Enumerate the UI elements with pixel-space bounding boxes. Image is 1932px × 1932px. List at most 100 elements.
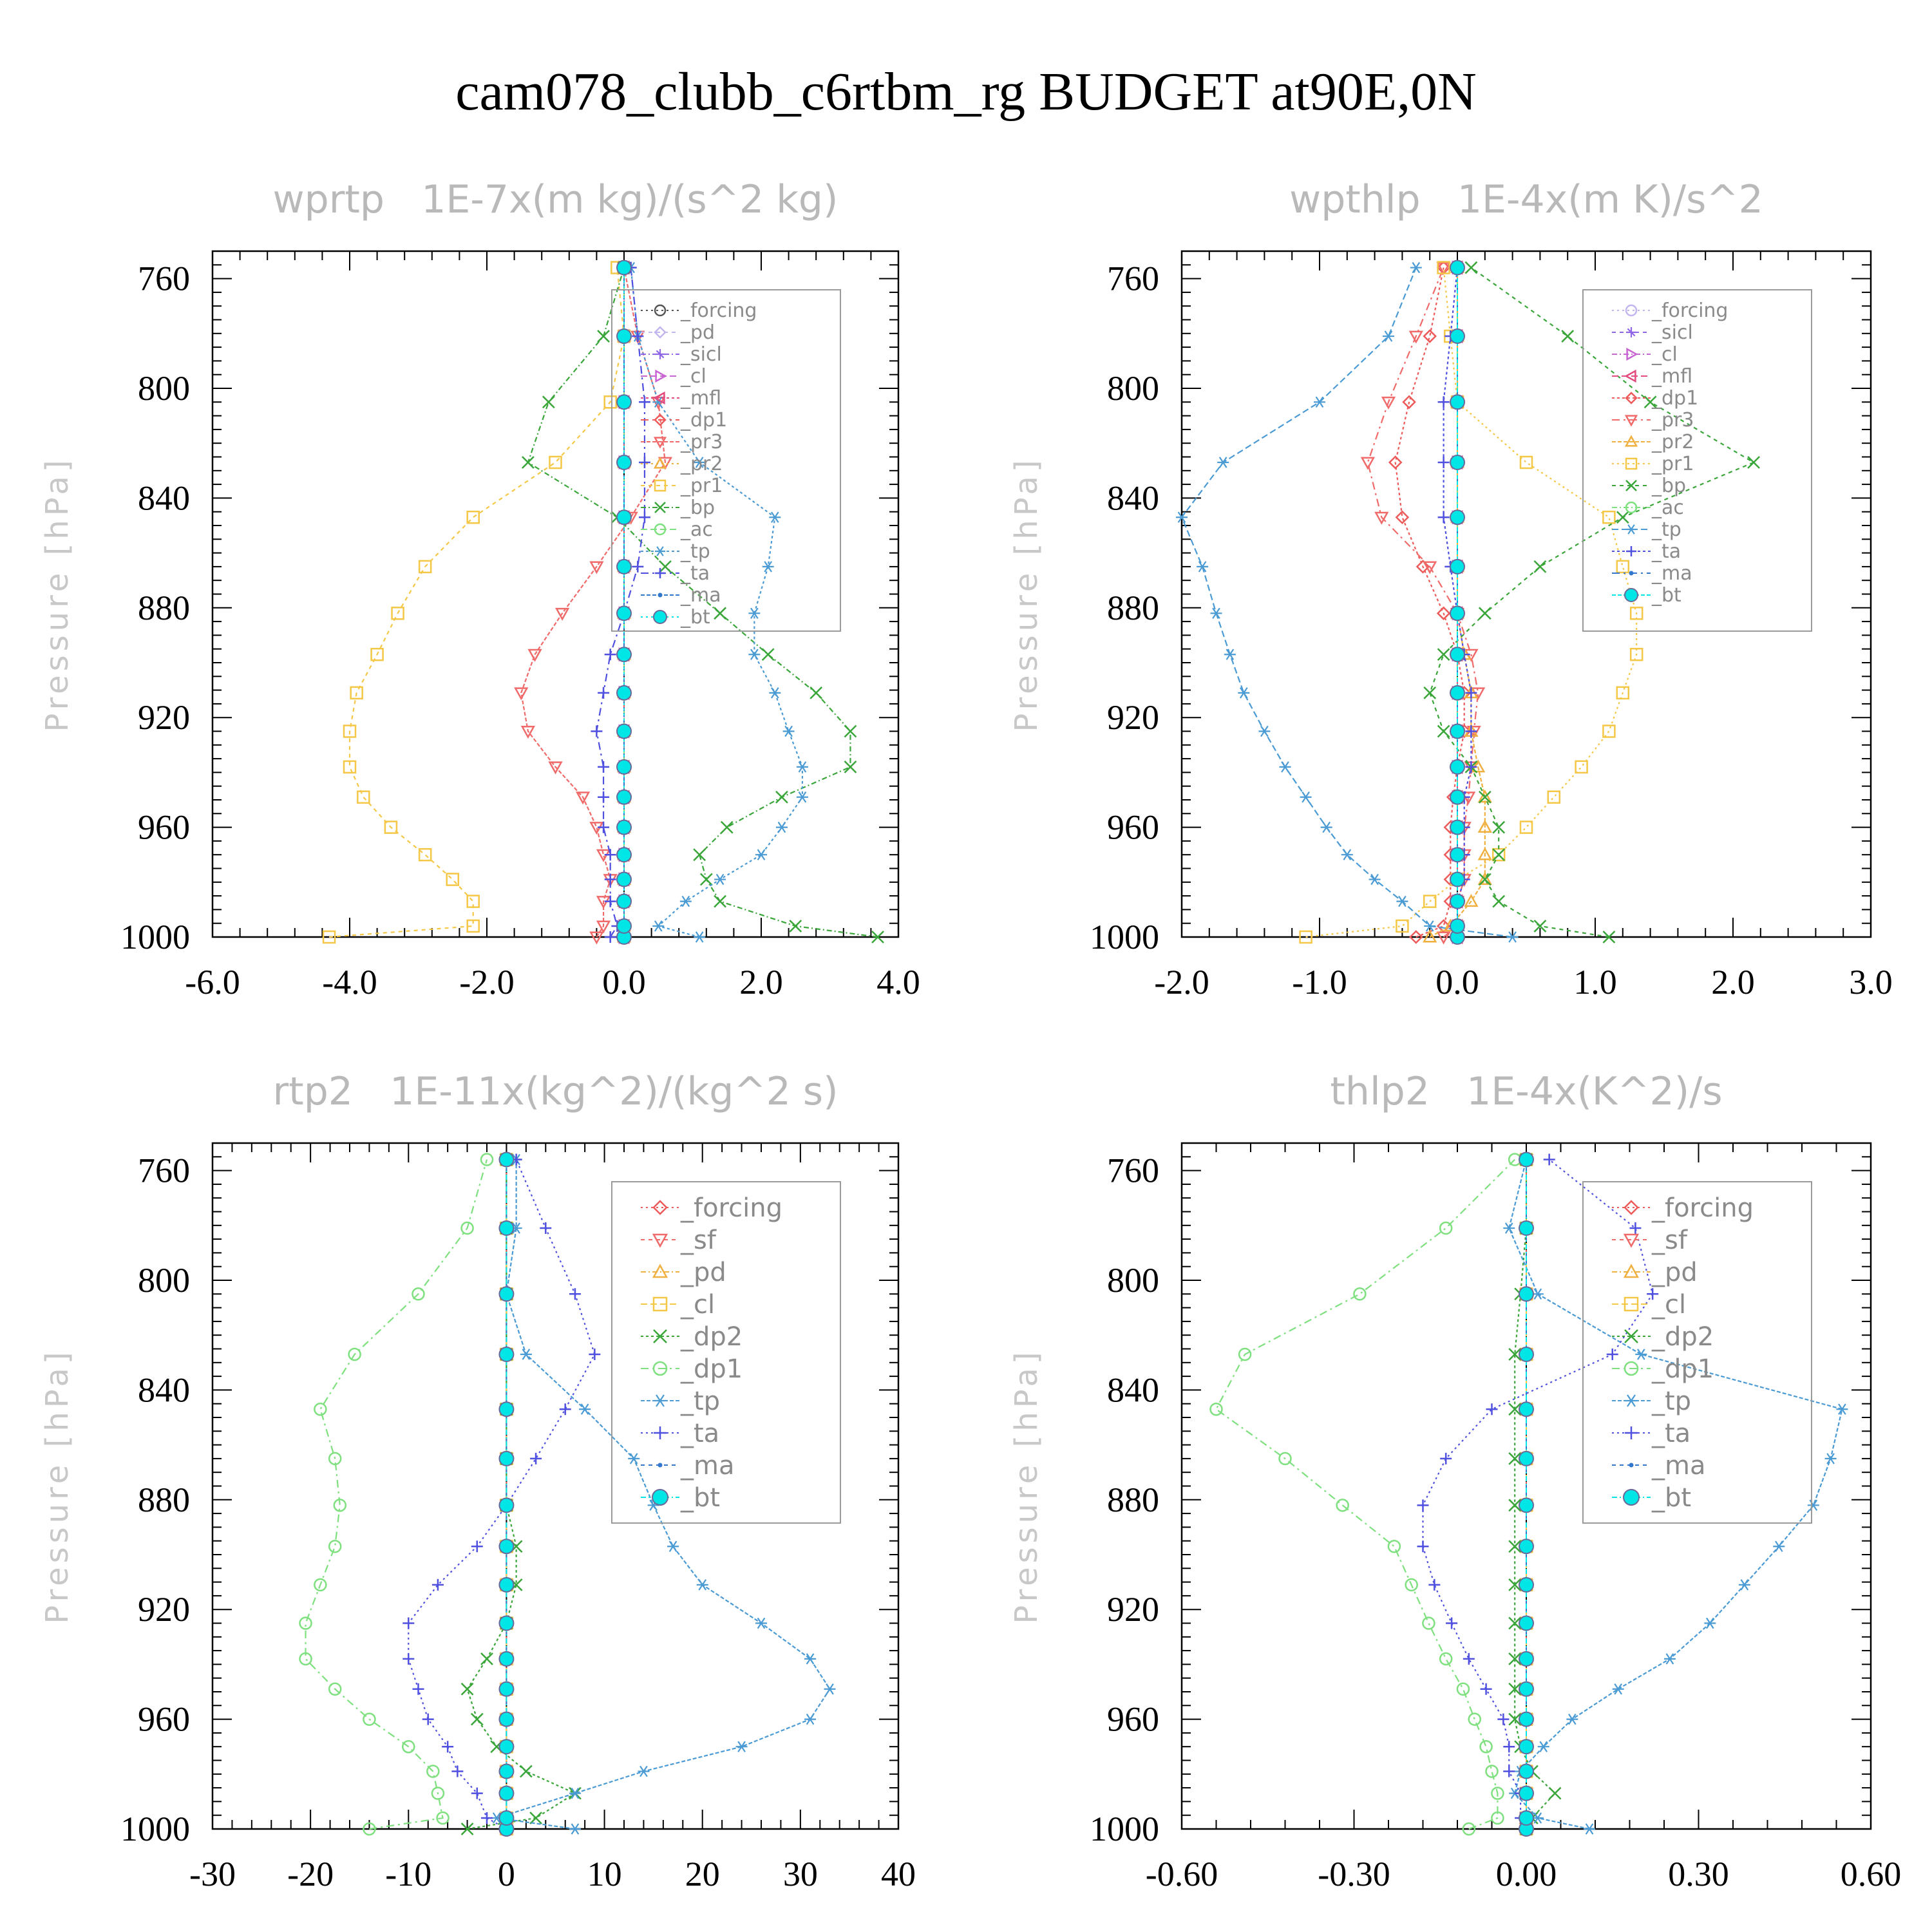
panel-3: rtp2 1E-11x(kg^2)/(kg^2 s) Pressure [hPa]… bbox=[39, 1069, 916, 1893]
data-point bbox=[1643, 395, 1657, 409]
data-point bbox=[653, 391, 665, 405]
series-bt bbox=[498, 1151, 515, 1837]
data-point bbox=[1519, 1651, 1534, 1667]
legend-item: _sicl bbox=[1612, 321, 1693, 344]
data-point bbox=[1519, 1681, 1534, 1697]
data-point bbox=[1624, 435, 1638, 447]
y-tick-label: 960 bbox=[138, 808, 190, 847]
legend: _forcing _sf _pd _cl_dp2_dp1 _tp _ta _ma_bt bbox=[1582, 1181, 1812, 1524]
legend-label: _forcing bbox=[1651, 299, 1728, 322]
x-tick-label: 0.30 bbox=[1668, 1855, 1729, 1893]
data-point bbox=[654, 304, 667, 317]
series-line bbox=[1305, 267, 1638, 938]
data-point bbox=[598, 761, 610, 773]
legend-label: _dp1 bbox=[680, 409, 727, 431]
data-point bbox=[1561, 330, 1575, 343]
y-tick-label: 840 bbox=[138, 478, 190, 517]
y-axis-label: Pressure [hPa] bbox=[39, 456, 75, 732]
legend-item: _pr2 bbox=[641, 453, 723, 475]
data-point bbox=[1396, 919, 1409, 933]
data-point bbox=[1463, 1653, 1475, 1665]
x-tick-label: 0.60 bbox=[1841, 1855, 1902, 1893]
data-point bbox=[498, 1785, 515, 1801]
data-point bbox=[1626, 347, 1638, 361]
series-bt bbox=[1519, 1151, 1534, 1837]
data-point bbox=[1396, 895, 1408, 907]
data-point bbox=[638, 396, 650, 408]
data-point bbox=[667, 1540, 679, 1552]
data-point bbox=[632, 560, 644, 573]
legend-label: _tp bbox=[680, 1387, 720, 1416]
legend-item: _tp bbox=[641, 1387, 720, 1416]
series-tp bbox=[491, 1153, 836, 1835]
data-point bbox=[655, 546, 665, 556]
legend-item: _forcing bbox=[641, 1193, 782, 1223]
data-point bbox=[1606, 1349, 1618, 1361]
data-point bbox=[1320, 821, 1332, 833]
data-point bbox=[1491, 1811, 1504, 1825]
data-point bbox=[559, 1403, 571, 1416]
data-point bbox=[616, 893, 632, 909]
legend: _forcing_sicl_cl_mfl_dp1_pr3_pr2_pr1_bp_… bbox=[1582, 289, 1812, 632]
legend-item: _dp1 bbox=[1612, 387, 1698, 410]
data-point bbox=[466, 919, 480, 933]
data-point bbox=[775, 790, 788, 804]
data-point bbox=[1519, 1151, 1534, 1168]
y-tick-label: 880 bbox=[138, 1481, 190, 1519]
data-point bbox=[1450, 509, 1465, 526]
legend-label: _dp2 bbox=[680, 1322, 743, 1352]
series-pr3 bbox=[1360, 262, 1486, 945]
data-point bbox=[655, 369, 667, 383]
data-point bbox=[1624, 1329, 1638, 1343]
series-line bbox=[1514, 1159, 1557, 1830]
data-point bbox=[655, 568, 665, 578]
data-point bbox=[1456, 1682, 1470, 1696]
data-point bbox=[1626, 524, 1636, 535]
legend-item: _tp bbox=[641, 540, 710, 563]
data-point bbox=[1575, 760, 1588, 774]
data-point bbox=[549, 455, 562, 469]
data-point bbox=[1437, 648, 1450, 661]
data-point bbox=[844, 724, 857, 738]
data-point bbox=[1258, 725, 1271, 737]
legend-label: _pd bbox=[680, 1258, 726, 1287]
x-tick-label: -2.0 bbox=[1154, 963, 1209, 1001]
data-point bbox=[442, 1741, 454, 1753]
legend-label: _sicl bbox=[1651, 321, 1693, 344]
data-point bbox=[1238, 1347, 1252, 1361]
data-point bbox=[804, 1653, 817, 1665]
legend-label: _pr3 bbox=[1651, 409, 1694, 431]
legend-item: _mfl bbox=[1612, 365, 1692, 388]
data-point bbox=[314, 1578, 327, 1592]
x-tick-label: -20 bbox=[287, 1855, 334, 1893]
data-point bbox=[1635, 1349, 1647, 1360]
data-point bbox=[1519, 1785, 1534, 1801]
data-point bbox=[1629, 1463, 1634, 1468]
data-point bbox=[1519, 455, 1533, 469]
series-group bbox=[322, 260, 884, 945]
data-point bbox=[328, 1682, 342, 1696]
data-point bbox=[769, 687, 781, 699]
series-dp1 bbox=[299, 1153, 494, 1836]
data-point bbox=[1616, 511, 1629, 524]
legend-label: _ma bbox=[1651, 562, 1692, 585]
y-tick-label: 920 bbox=[1107, 1590, 1159, 1629]
data-point bbox=[652, 1296, 668, 1312]
data-point bbox=[596, 920, 611, 934]
data-point bbox=[1624, 1296, 1639, 1312]
data-point bbox=[498, 1763, 515, 1779]
panel-1: wprtp 1E-7x(m kg)/(s^2 kg) Pressure [hPa]… bbox=[39, 177, 920, 1001]
data-point bbox=[1647, 1288, 1659, 1300]
data-point bbox=[1439, 1221, 1453, 1235]
data-point bbox=[598, 687, 610, 699]
data-point bbox=[748, 649, 761, 660]
figure-title: cam078_clubb_c6rtbm_rg BUDGET at90E,0N bbox=[455, 62, 1477, 122]
legend-label: _forcing bbox=[1651, 1193, 1754, 1223]
data-point bbox=[1629, 607, 1643, 620]
legend-label: _tp bbox=[1651, 518, 1681, 541]
series-line bbox=[1215, 1159, 1515, 1830]
legend-label: _ma bbox=[1651, 1451, 1705, 1481]
data-point bbox=[520, 1349, 532, 1360]
data-point bbox=[796, 761, 808, 773]
data-point bbox=[548, 761, 563, 775]
